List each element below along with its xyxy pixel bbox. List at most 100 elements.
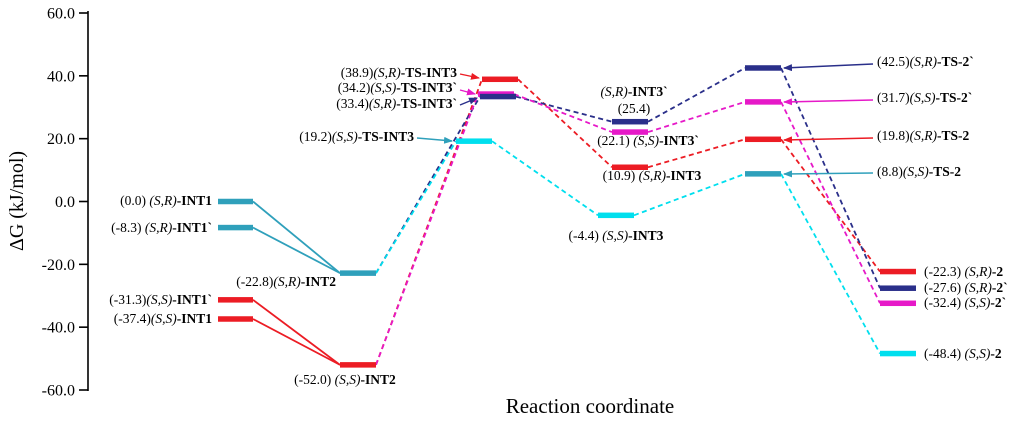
pathway-segment: [375, 140, 457, 274]
int1-int2-connector: [252, 299, 341, 366]
label-part: (S,S): [334, 372, 361, 387]
level-label-ss-ts-int3: (19.2)(S,S)-TS-INT3: [299, 130, 414, 144]
label-arrow: [459, 72, 480, 80]
label-part: (S,R): [638, 168, 667, 183]
label-arrow: [783, 136, 874, 144]
energy-level-ss-2: [880, 350, 916, 357]
level-label-sr-int2: (-22.8)(S,R)-INT2: [236, 275, 336, 289]
pathway-segment: [491, 140, 599, 217]
label-part: -INT3`: [659, 133, 699, 148]
level-label-ss-2: (-48.4) (S,S)-2: [924, 347, 1002, 361]
label-part: (S,S): [331, 129, 358, 144]
level-label-ss-int3p: (22.1) (S,S)-INT3`: [597, 134, 699, 148]
level-label-ss-int1p: (-31.3)(S,S)-INT1`: [109, 293, 212, 307]
level-label-sr-int3p: (S,R)-INT3`: [600, 85, 667, 99]
label-arrow: [783, 98, 874, 106]
level-label-sr-int3: (10.9) (S,R)-INT3: [603, 169, 702, 183]
label-part: -INT3: [628, 228, 664, 243]
label-part: -TS-INT3`: [396, 80, 457, 95]
label-part: -INT1`: [172, 292, 212, 307]
energy-level-ss-int3: [598, 212, 634, 219]
label-part: (22.1): [597, 133, 634, 148]
level-label-ss-int1: (-37.4)(S,S)-INT1: [114, 312, 212, 326]
energy-level-ss-2p: [880, 300, 916, 307]
label-part: -2: [990, 346, 1002, 361]
label-part: (S,R): [964, 280, 992, 295]
label-part: (33.4): [336, 96, 369, 111]
label-part: -INT1: [176, 311, 212, 326]
level-label-sr-2p: (-27.6) (S,R)-2`: [924, 281, 1008, 295]
int1-int2-connector: [252, 226, 341, 274]
label-part: (-8.3): [111, 220, 145, 235]
label-part: (-31.3): [109, 292, 147, 307]
label-part: (S,R): [149, 193, 177, 208]
label-part: (S,S): [146, 292, 173, 307]
label-part: (-22.3): [924, 264, 965, 279]
label-part: (S,S): [150, 311, 177, 326]
label-part: (S,S): [602, 228, 629, 243]
level-label-sr-2: (-22.3) (S,R)-2: [924, 265, 1003, 279]
level-label-ss-int2: (-52.0) (S,S)-INT2: [294, 373, 396, 387]
energy-level-ss-int2: [340, 362, 376, 368]
pathway-segment: [780, 101, 881, 304]
label-part: -INT3: [666, 168, 702, 183]
label-part: (-27.6): [924, 280, 965, 295]
label-part: (-4.4): [568, 228, 603, 243]
y-tick-label: -40.0: [42, 320, 75, 337]
y-axis-title: ΔG (kJ/mol): [6, 150, 28, 252]
label-part: -TS-2`: [937, 54, 974, 69]
label-part: (0.0): [120, 193, 150, 208]
energy-level-sr-ts-int3: [482, 76, 518, 83]
label-part: (S,R): [368, 96, 397, 111]
label-part: (S,S): [964, 295, 991, 310]
label-part: (S,R): [373, 65, 401, 80]
level-label-sr-ts2p: (42.5)(S,R)-TS-2`: [877, 55, 974, 69]
label-part: (S,R): [600, 84, 628, 99]
pathway-segment: [780, 173, 881, 354]
energy-level-sr-int1: [218, 198, 253, 205]
label-part: (-48.4): [924, 346, 965, 361]
label-part: -2: [991, 264, 1004, 279]
label-arrow: [416, 136, 453, 144]
label-part: (S,R): [144, 220, 173, 235]
label-part: (S,S): [964, 346, 991, 361]
level-label-sr-ts-int3p: (33.4)(S,R)-TS-INT3`: [336, 97, 457, 111]
y-tick-label: -60.0: [42, 383, 75, 400]
label-part: (25.4): [617, 101, 651, 116]
label-arrow: [783, 63, 874, 72]
energy-level-ss-int3p: [612, 129, 648, 135]
y-tick-label: 0.0: [55, 194, 75, 211]
pathway-segment: [517, 78, 613, 168]
label-part: (10.9): [602, 168, 639, 183]
level-label-ss-ts2: (8.8)(S,S)-TS-2: [877, 165, 961, 179]
label-part: -TS-2: [928, 164, 962, 179]
level-label-ss-ts2p: (31.7)(S,S)-TS-2`: [877, 91, 972, 105]
energy-level-sr-ts2p: [745, 65, 781, 71]
label-arrow: [459, 88, 476, 96]
energy-level-sr-int3: [612, 164, 648, 171]
x-axis-title: Reaction coordinate: [505, 394, 675, 418]
label-part: (19.8): [877, 128, 910, 143]
label-part: (34.2): [337, 80, 371, 95]
energy-level-sr-ts2: [745, 136, 781, 143]
y-tick-label: 40.0: [47, 68, 75, 85]
label-part: (19.2): [299, 129, 332, 144]
label-part: (S,S): [370, 80, 397, 95]
y-tick-label: -20.0: [42, 257, 75, 274]
energy-level-sr-int1p: [218, 224, 253, 231]
label-part: (38.9): [340, 65, 374, 80]
label-part: (S,R): [909, 128, 937, 143]
pathway-segment: [513, 93, 613, 133]
label-part: -INT2: [360, 372, 396, 387]
pathway-segment: [647, 67, 746, 123]
energy-level-sr-2: [880, 268, 916, 275]
label-part: -INT1: [176, 193, 212, 208]
label-part: -TS-2: [937, 128, 970, 143]
label-part: -INT1`: [172, 220, 212, 235]
label-part: (-37.4): [113, 311, 151, 326]
label-part: -2`: [991, 280, 1008, 295]
label-part: -TS-2`: [935, 90, 973, 105]
energy-level-ss-ts2p: [745, 99, 781, 105]
level-label-ss-int3: (-4.4) (S,S)-INT3: [569, 229, 664, 243]
